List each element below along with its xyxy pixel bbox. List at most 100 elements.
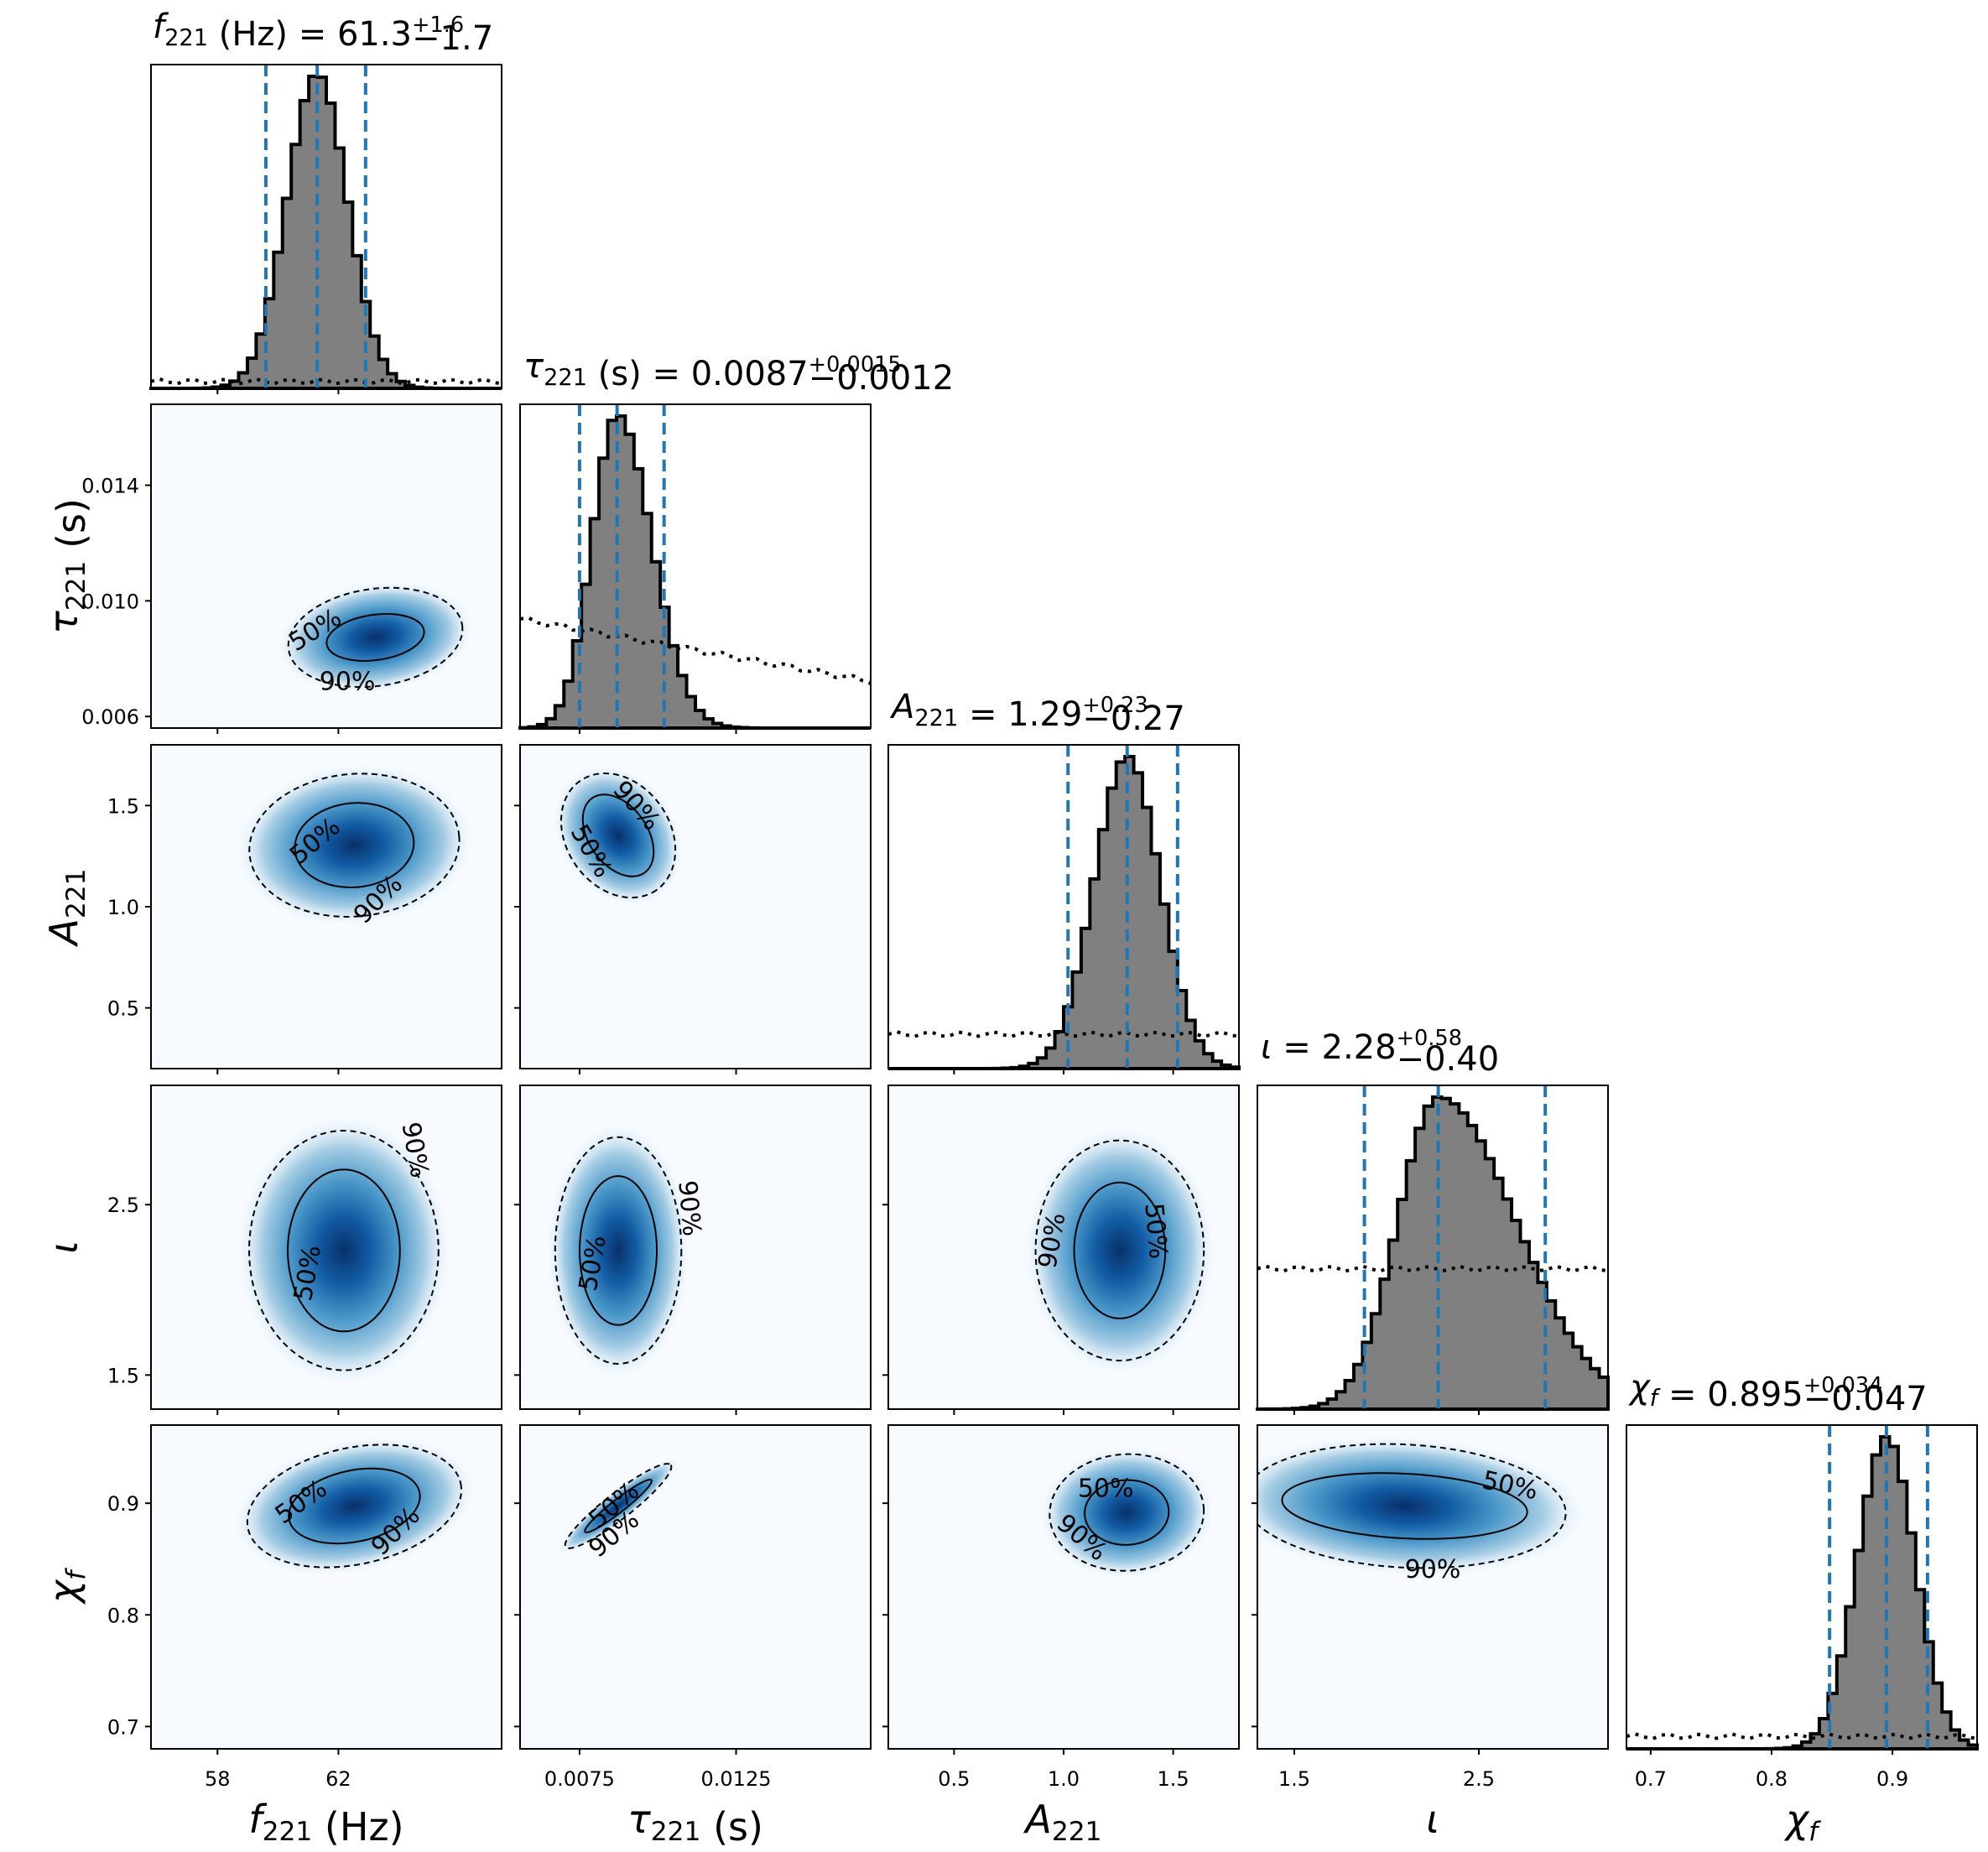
x-tick-label: 62 [325,1767,351,1791]
contour-90 [564,1463,673,1549]
contour-50 [581,793,655,877]
svg-text:ι: ι [41,1241,86,1254]
y-axis-label-tau221: τ221 (s) [41,498,94,634]
y-tick-label: 0.006 [81,705,139,729]
x-tick-label: 0.7 [1635,1767,1667,1791]
contour-50 [1073,1181,1167,1319]
x-axis-label-iota: ι [1426,1797,1439,1842]
y-tick-label: 0.8 [107,1604,139,1627]
panel-frame [519,403,872,729]
panel-frame [1257,1085,1609,1410]
prior-curve [887,1029,1240,1039]
y-tick-label: 1.5 [107,794,139,818]
contour-90 [1257,1443,1567,1569]
contour-90 [248,1130,440,1371]
x-axis-label-chif: χf [1783,1797,1821,1847]
x-tick-label: 0.9 [1876,1767,1908,1791]
svg-text:τ221 (s) = 0.0087+0.0015: τ221 (s) = 0.0087+0.0015 [523,347,902,393]
panel-frame [150,1085,502,1410]
svg-text:χf: χf [41,1568,91,1605]
kde-panel-chif-vs-iota: 50%90%1.5 2.5ι [1252,1424,1609,1842]
histogram-bars [151,75,502,390]
contour-90 [559,773,677,899]
svg-text:f221 (Hz) = 61.3+1.6: f221 (Hz) = 61.3+1.6 [153,8,464,54]
x-axis-label-tau221: τ221 (s) [627,1797,763,1849]
title-iota: ι = 2.28+0.58−0.40 [1261,1026,1499,1079]
kde-panel-iota-vs-f221: 50%90%1.52.5ι [41,1085,502,1415]
x-tick-label: 0.0125 [701,1767,772,1791]
hist-panel-tau221: τ221 (s) = 0.0087+0.0015−0.0012 [518,347,954,734]
y-tick-label: 1.0 [107,896,139,919]
x-tick-label: 1.0 [1048,1767,1080,1791]
prior-curve [1626,1732,1978,1741]
svg-text:−0.27: −0.27 [1082,700,1185,738]
svg-text:−0.047: −0.047 [1803,1380,1928,1418]
panel-frame [519,1424,872,1750]
x-tick-label: 58 [205,1767,231,1791]
y-tick-label: 0.5 [107,997,139,1021]
prior-curve [519,616,872,685]
density-blob [557,1457,679,1555]
y-axis-label-chif: χf [41,1568,91,1605]
svg-text:A221: A221 [41,868,91,947]
svg-text:ι: ι [1426,1797,1439,1842]
x-axis-label-A221: A221 [1023,1797,1101,1847]
density-blob [1038,1445,1215,1580]
contour-label-50: 50% [1138,1202,1173,1260]
svg-text:τ221 (s): τ221 (s) [627,1797,763,1849]
density-blob [231,1435,478,1577]
contour-90 [554,1136,683,1365]
y-tick-label: 0.014 [81,475,139,498]
kde-panel-A221-vs-tau221: 50%90% [514,744,872,1074]
x-tick-label: 1.5 [1158,1767,1189,1791]
y-tick-label: 0.9 [107,1492,139,1516]
svg-text:A221: A221 [1023,1797,1101,1847]
x-tick-label: 0.5 [938,1767,970,1791]
hist-panel-chif: χf = 0.895+0.034−0.047 [1626,1368,1979,1755]
density-blob [552,763,684,908]
contour-label-90: 90% [672,1179,706,1237]
y-tick-label: 1.5 [107,1364,139,1387]
contour-90 [1034,1139,1205,1362]
contour-90 [248,773,461,918]
svg-text:ι = 2.28+0.58: ι = 2.28+0.58 [1261,1026,1462,1067]
prior-curve [1257,1264,1609,1273]
hist-panel-f221: f221 (Hz) = 61.3+1.6−1.7 [150,8,502,394]
svg-text:f221 (Hz): f221 (Hz) [248,1797,403,1849]
contour-50 [325,612,425,662]
svg-text:A221 = 1.29+0.23: A221 = 1.29+0.23 [889,688,1148,734]
title-tau221: τ221 (s) = 0.0087+0.0015−0.0012 [523,347,954,398]
density-blob [545,1120,691,1381]
svg-text:−1.7: −1.7 [412,19,493,58]
panel-frame [150,1424,502,1750]
x-axis-label-f221: f221 (Hz) [248,1797,403,1849]
panel-frame [1626,1424,1978,1750]
y-axis-label-iota: ι [41,1241,86,1254]
prior-curve [150,377,502,386]
panel-frame [1257,1424,1609,1750]
contour-50 [1281,1472,1528,1540]
density-blob [235,1112,453,1389]
histogram-bars [888,755,1241,1070]
svg-text:τ221 (s): τ221 (s) [41,498,94,634]
y-tick-label: 0.010 [81,590,139,613]
y-tick-label: 0.7 [107,1715,139,1739]
title-A221: A221 = 1.29+0.23−0.27 [889,688,1185,738]
contour-50 [294,802,415,889]
svg-text:−0.0012: −0.0012 [809,359,954,398]
title-f221: f221 (Hz) = 61.3+1.6−1.7 [153,8,493,58]
panel-frame [519,1085,872,1410]
contour-label-50: 50% [1078,1475,1134,1504]
contour-50 [1084,1479,1170,1546]
x-tick-label: 2.5 [1463,1767,1495,1791]
density-blob [1257,1434,1590,1578]
title-chif: χf = 0.895+0.034−0.047 [1628,1368,1928,1418]
panel-background [520,1425,871,1749]
contour-50 [288,1467,421,1545]
svg-text:χf = 0.895+0.034: χf = 0.895+0.034 [1628,1368,1882,1414]
